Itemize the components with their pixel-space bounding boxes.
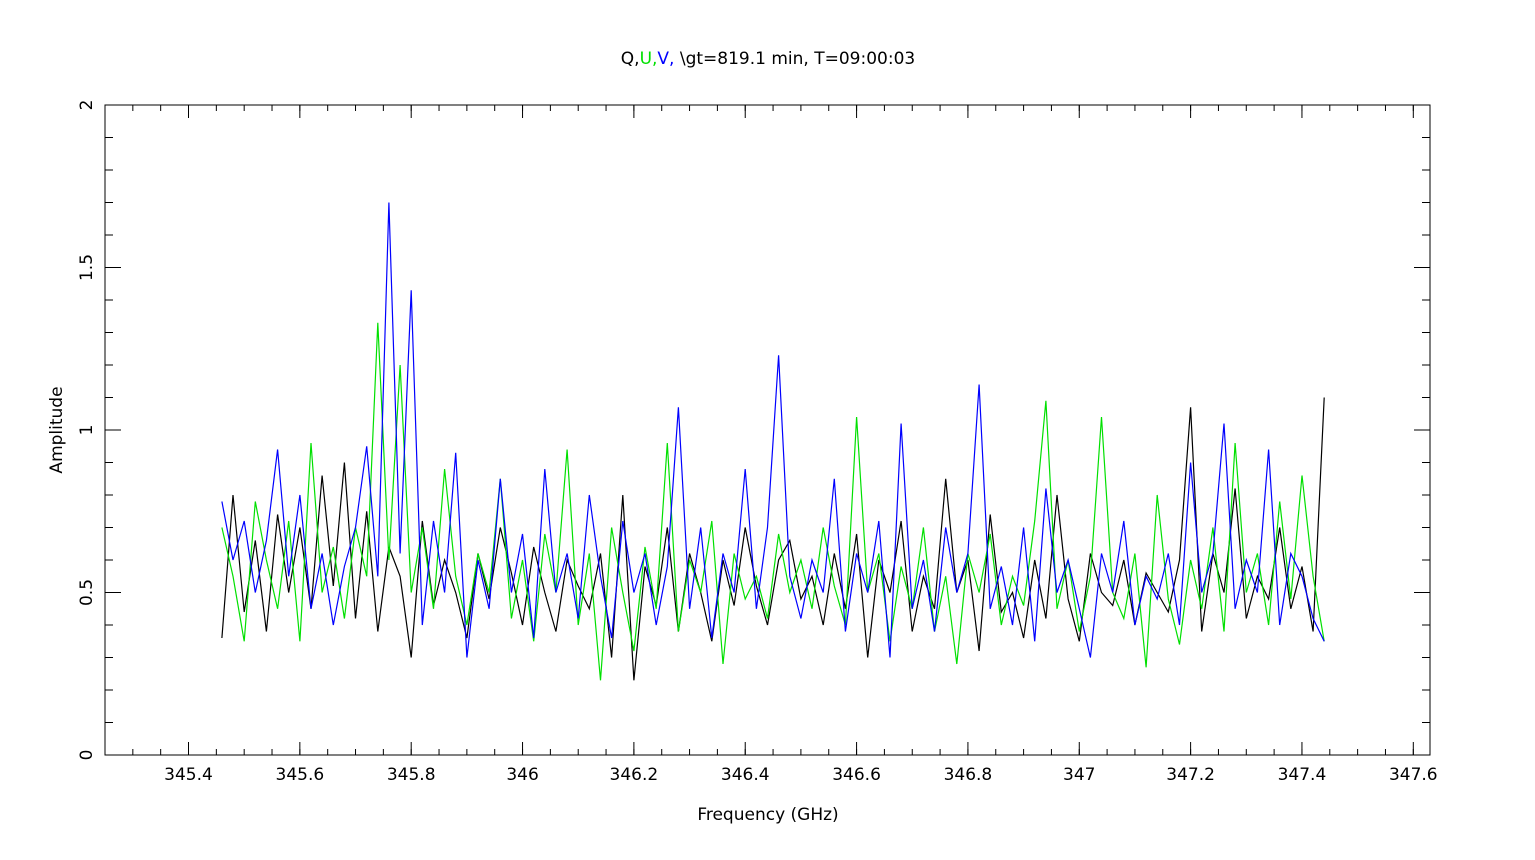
y-tick-label: 1 [77,425,97,436]
x-tick-label: 346.4 [721,765,770,785]
title-part-u: U, [640,49,658,69]
x-tick-label: 347 [1063,765,1095,785]
chart-title: Q,U,V, \gt=819.1 min, T=09:00:03 [621,49,915,69]
plot-frame [104,104,1431,756]
y-tick-label: 0.5 [77,579,97,606]
plot-lines [221,202,1325,681]
y-tick-label: 2 [77,100,97,111]
x-tick-label: 347.6 [1389,765,1438,785]
series-line-v [221,202,1325,658]
title-part-rest: \gt=819.1 min, T=09:00:03 [674,49,915,69]
title-part-v: V, [657,49,674,69]
y-tick-label: 0 [77,750,97,761]
x-tick-label: 347.2 [1166,765,1215,785]
y-axis-title: Amplitude [47,386,67,473]
x-tick-label: 346.2 [610,765,659,785]
y-tick-label: 1.5 [77,254,97,281]
x-tick-label: 345.4 [164,765,213,785]
axis-ticks: 345.4 345.6 345.8 346 346.2 346.4 346.6 346.8 34… [77,100,1438,785]
x-tick-label: 345.6 [276,765,325,785]
series-line-u [221,322,1325,681]
x-tick-label: 345.8 [387,765,436,785]
x-tick-label: 346 [506,765,538,785]
x-axis-title: Frequency (GHz) [697,805,838,825]
x-tick-label: 346.8 [944,765,993,785]
x-tick-label: 347.4 [1278,765,1327,785]
x-tick-label: 346.6 [832,765,881,785]
title-part-q: Q, [621,49,640,69]
